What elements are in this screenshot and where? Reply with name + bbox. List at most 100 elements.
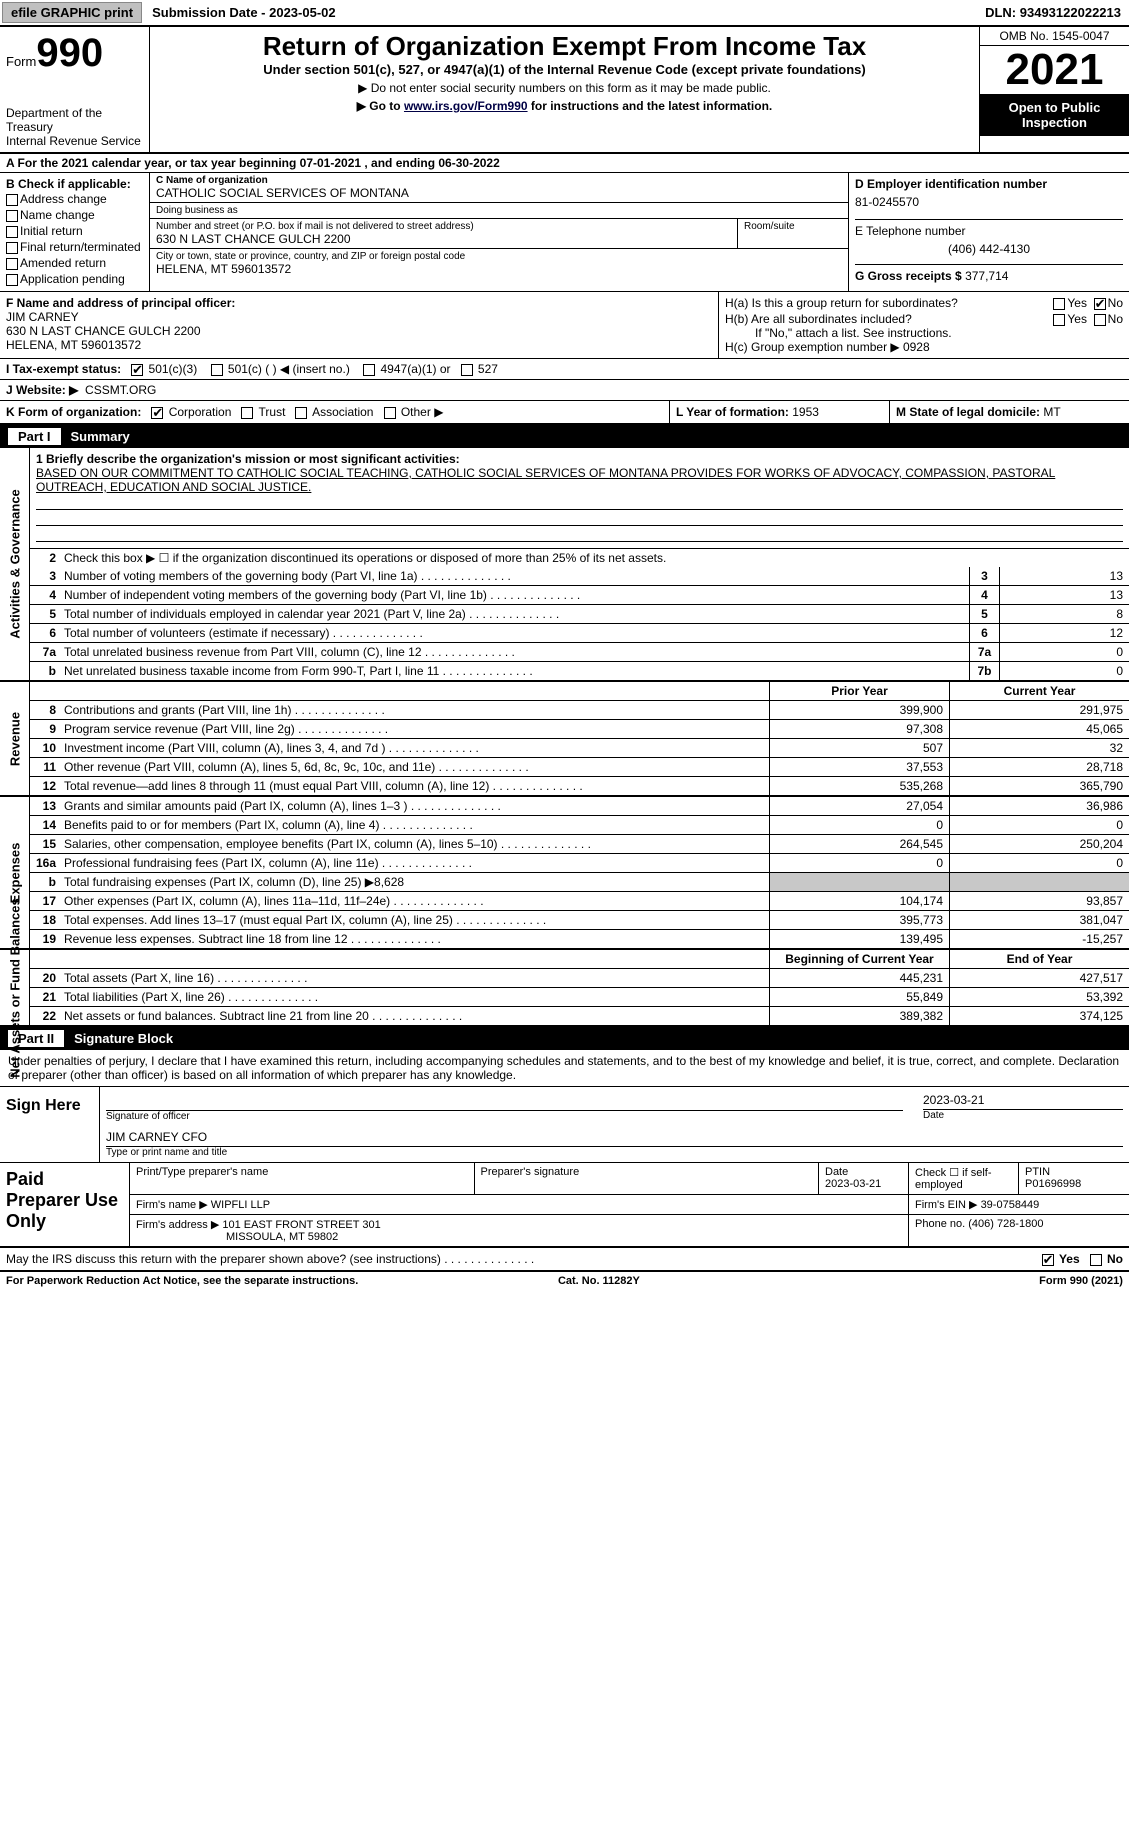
row-prior: 399,900 [769,701,949,719]
hb-yes[interactable]: Yes [1053,312,1087,326]
row-current: 291,975 [949,701,1129,719]
exp-row-18: 18 Total expenses. Add lines 13–17 (must… [30,911,1129,930]
row-current: -15,257 [949,930,1129,948]
ha-no[interactable]: No [1094,296,1123,310]
i-527[interactable]: 527 [461,362,498,376]
no-label: No [1107,1252,1123,1266]
self-employed-check[interactable]: Check ☐ if self-employed [909,1163,1019,1194]
dln: DLN: 93493122022213 [977,3,1129,22]
discuss-yes[interactable]: Yes [1042,1252,1080,1266]
row-num: 21 [30,988,60,1006]
chk-label: Final return/terminated [20,240,141,254]
discuss-no[interactable]: No [1090,1252,1123,1266]
gov-row-7a: 7a Total unrelated business revenue from… [30,643,1129,662]
tax-year: 2021 [980,46,1129,94]
row-desc: Total number of volunteers (estimate if … [60,624,969,642]
prep-date-label: Date [825,1166,848,1178]
form-label: Form [6,54,36,69]
open-to-public: Open to Public Inspection [980,94,1129,136]
chk-address-change[interactable]: Address change [6,191,143,207]
form-990: 990 [36,31,103,75]
org-name: CATHOLIC SOCIAL SERVICES OF MONTANA [156,186,842,200]
row-box: 7a [969,643,999,661]
k-corp[interactable]: Corporation [151,405,231,419]
phone-value: (406) 442-4130 [855,238,1123,264]
gov-row-4: 4 Number of independent voting members o… [30,586,1129,605]
officer-name: JIM CARNEY [6,310,712,324]
row-num: 8 [30,701,60,719]
link-post: for instructions and the latest informat… [528,99,773,113]
h-c-group-exemption: H(c) Group exemption number ▶ 0928 [725,340,1123,354]
row-prior: 104,174 [769,892,949,910]
row-num: 15 [30,835,60,853]
row-desc: Program service revenue (Part VIII, line… [60,720,769,738]
prep-date-value: 2023-03-21 [825,1178,881,1190]
row-val: 0 [999,662,1129,680]
year-foot: 2021 [1095,1275,1119,1287]
net-header-row: Beginning of Current Year End of Year [30,950,1129,969]
exp-row-17: 17 Other expenses (Part IX, column (A), … [30,892,1129,911]
exp-row-19: 19 Revenue less expenses. Subtract line … [30,930,1129,948]
chk-name-change[interactable]: Name change [6,207,143,223]
gross-receipts-value: 377,714 [965,269,1008,283]
ptin-value: P01696998 [1025,1178,1081,1190]
k-assoc[interactable]: Association [295,405,373,419]
k-trust[interactable]: Trust [241,405,285,419]
chk-amended[interactable]: Amended return [6,255,143,271]
may-discuss-row: May the IRS discuss this return with the… [0,1248,1129,1272]
net-row-21: 21 Total liabilities (Part X, line 26) 5… [30,988,1129,1007]
i-4947[interactable]: 4947(a)(1) or [363,362,450,376]
row-prior: 37,553 [769,758,949,776]
row-prior: 27,054 [769,797,949,815]
row-box: 3 [969,567,999,585]
chk-initial-return[interactable]: Initial return [6,223,143,239]
officer-signature-line[interactable] [106,1091,903,1111]
firm-phone-label: Phone no. [915,1218,965,1230]
col-c-org-info: C Name of organization CATHOLIC SOCIAL S… [150,173,849,291]
row-a-tax-year: A For the 2021 calendar year, or tax yea… [0,154,1129,173]
row-num: 17 [30,892,60,910]
row-num: 9 [30,720,60,738]
row-num: 6 [30,624,60,642]
col-begin-year: Beginning of Current Year [769,950,949,968]
cat-no: Cat. No. 11282Y [558,1275,640,1287]
exp-row-14: 14 Benefits paid to or for members (Part… [30,816,1129,835]
c-name-label: C Name of organization [156,175,842,186]
chk-final-return[interactable]: Final return/terminated [6,239,143,255]
irs-link[interactable]: www.irs.gov/Form990 [404,99,528,113]
top-bar: efile GRAPHIC print Submission Date - 20… [0,0,1129,27]
row-box: 5 [969,605,999,623]
sign-here-label: Sign Here [0,1087,100,1162]
k-other[interactable]: Other ▶ [384,405,444,419]
i-501c[interactable]: 501(c) ( ) ◀ (insert no.) [211,362,350,376]
row-num: 5 [30,605,60,623]
net-row-20: 20 Total assets (Part X, line 16) 445,23… [30,969,1129,988]
hb-no[interactable]: No [1094,312,1123,326]
row-desc: Total fundraising expenses (Part IX, col… [60,873,769,891]
row-current: 28,718 [949,758,1129,776]
chk-label: Initial return [20,224,83,238]
row-desc: Total revenue—add lines 8 through 11 (mu… [60,777,769,795]
rev-row-9: 9 Program service revenue (Part VIII, li… [30,720,1129,739]
row-desc: Total expenses. Add lines 13–17 (must eq… [60,911,769,929]
dba-label: Doing business as [156,205,842,216]
row-prior [769,873,949,891]
gov-row-6: 6 Total number of volunteers (estimate i… [30,624,1129,643]
room-label: Room/suite [744,221,842,232]
h-b-note: If "No," attach a list. See instructions… [725,326,1123,340]
gross-receipts-label: G Gross receipts $ [855,269,965,283]
i-501c3[interactable]: 501(c)(3) [131,362,197,376]
efile-print-button[interactable]: efile GRAPHIC print [2,2,142,23]
row-box: 6 [969,624,999,642]
city-state-zip: HELENA, MT 596013572 [156,262,842,276]
i-label: I Tax-exempt status: [6,362,121,376]
firm-name-label: Firm's name ▶ [136,1199,208,1211]
row-current: 36,986 [949,797,1129,815]
chk-app-pending[interactable]: Application pending [6,271,143,287]
row-desc: Number of independent voting members of … [60,586,969,604]
row-num: 7a [30,643,60,661]
row-num: 4 [30,586,60,604]
firm-name-value: WIPFLI LLP [211,1199,270,1211]
row-desc: Total assets (Part X, line 16) [60,969,769,987]
ha-yes[interactable]: Yes [1053,296,1087,310]
